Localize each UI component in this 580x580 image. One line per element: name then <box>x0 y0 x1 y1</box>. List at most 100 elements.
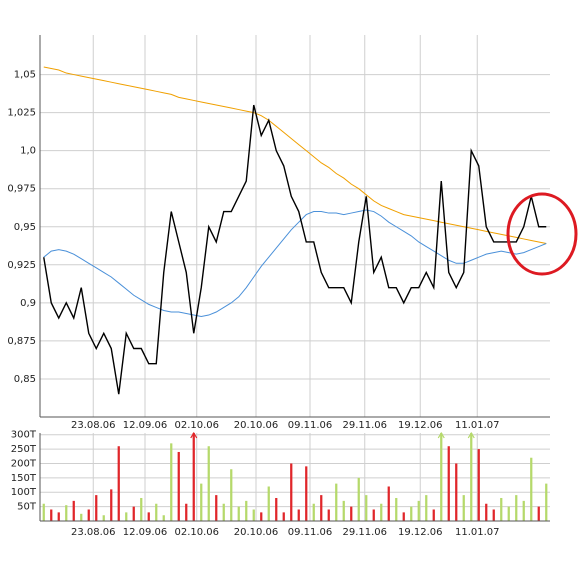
volume-bar <box>230 469 233 521</box>
volume-bar <box>42 503 45 521</box>
volume-bar <box>357 477 360 521</box>
volume-bar <box>477 449 480 521</box>
volume-bar <box>470 433 473 521</box>
y-tick-label: 50T <box>17 502 37 513</box>
volume-bar <box>350 506 353 521</box>
overflow-arrow <box>437 431 445 439</box>
volume-bar <box>425 495 428 521</box>
x-tick-label: 29.11.06 <box>342 420 387 431</box>
volume-bar <box>335 483 338 521</box>
volume-bar <box>380 503 383 521</box>
y-tick-label: 100T <box>11 487 37 498</box>
x-tick-label: 19.12.06 <box>398 527 443 538</box>
volume-bar <box>447 446 450 521</box>
volume-bar <box>545 483 548 521</box>
volume-bar <box>207 446 210 521</box>
y-tick-label: 300T <box>11 430 37 441</box>
volume-bar <box>485 503 488 521</box>
volume-bar <box>200 483 203 521</box>
volume-bar <box>327 509 330 521</box>
x-tick-label: 19.12.06 <box>398 420 443 431</box>
volume-bar <box>87 509 90 521</box>
volume-bar <box>245 500 248 521</box>
x-tick-label: 20.10.06 <box>234 527 279 538</box>
volume-bar <box>312 503 315 521</box>
volume-bar <box>252 509 255 521</box>
marks <box>42 66 548 521</box>
volume-bar <box>117 446 120 521</box>
x-tick-label: 29.11.06 <box>342 527 387 538</box>
volume-bar <box>260 512 263 521</box>
x-tick-label: 09.11.06 <box>288 420 333 431</box>
volume-bar <box>80 513 83 521</box>
volume-bar <box>140 497 143 521</box>
volume-bar <box>275 497 278 521</box>
x-tick-label: 09.11.06 <box>288 527 333 538</box>
price-line <box>43 66 547 244</box>
volume-bar <box>297 509 300 521</box>
volume-bar <box>387 486 390 521</box>
y-tick-label: 150T <box>11 473 37 484</box>
volume-bar <box>342 500 345 521</box>
x-tick-label: 12.09.06 <box>123 527 168 538</box>
volume-bar <box>417 500 420 521</box>
volume-bar <box>440 433 443 521</box>
x-tick-label: 12.09.06 <box>123 420 168 431</box>
x-tick-label: 11.01.07 <box>455 420 500 431</box>
volume-bar <box>185 503 188 521</box>
volume-bar <box>125 512 128 521</box>
volume-bar <box>267 486 270 521</box>
volume-bar <box>537 506 540 521</box>
volume-bar <box>132 506 135 521</box>
volume-bar <box>320 495 323 521</box>
grids <box>40 35 550 521</box>
y-tick-label: 1,05 <box>14 70 36 81</box>
volume-bar <box>237 506 240 521</box>
volume-bar <box>515 495 518 521</box>
y-tick-label: 1,025 <box>7 108 36 119</box>
volume-bar <box>462 495 465 521</box>
volume-bar <box>395 497 398 521</box>
price-line <box>43 209 547 318</box>
x-tick-label: 20.10.06 <box>234 420 279 431</box>
volume-bar <box>372 509 375 521</box>
x-tick-label: 02.10.06 <box>174 420 219 431</box>
volume-bar <box>282 512 285 521</box>
y-tick-label: 0,85 <box>14 374 36 385</box>
volume-bar <box>500 497 503 521</box>
y-tick-label: 0,9 <box>20 298 36 309</box>
volume-bar <box>102 515 105 521</box>
volume-bar <box>507 506 510 521</box>
volume-bar <box>162 515 165 521</box>
volume-bar <box>530 457 533 521</box>
x-tick-label: 23.08.06 <box>71 527 116 538</box>
volume-bar <box>65 505 68 521</box>
volume-bar <box>522 500 525 521</box>
y-tick-label: 0,975 <box>7 184 36 195</box>
volume-bar <box>492 509 495 521</box>
volume-bar <box>50 509 53 521</box>
volume-bar <box>95 495 98 521</box>
x-tick-label: 02.10.06 <box>174 527 219 538</box>
y-tick-label: 250T <box>11 444 37 455</box>
volume-bar <box>192 433 195 521</box>
volume-bar <box>215 495 218 521</box>
labels: 0,85 0,875 0,9 0,925 0,95 0,975 1,0 1,025 1,05 23… <box>7 70 499 538</box>
volume-bar <box>290 463 293 521</box>
y-tick-label: 200T <box>11 458 37 469</box>
volume-bar <box>155 503 158 521</box>
volume-bar <box>177 451 180 521</box>
x-tick-label: 23.08.06 <box>71 420 116 431</box>
volume-bar <box>222 503 225 521</box>
y-tick-label: 0,95 <box>14 222 36 233</box>
volume-bar <box>305 466 308 521</box>
volume-bar <box>432 509 435 521</box>
highlight-circle <box>506 192 578 276</box>
x-tick-label: 11.01.07 <box>455 527 500 538</box>
volume-bar <box>410 506 413 521</box>
volume-bar <box>57 512 60 521</box>
price-line <box>43 104 547 395</box>
volume-bar <box>72 500 75 521</box>
volume-bar <box>170 443 173 521</box>
